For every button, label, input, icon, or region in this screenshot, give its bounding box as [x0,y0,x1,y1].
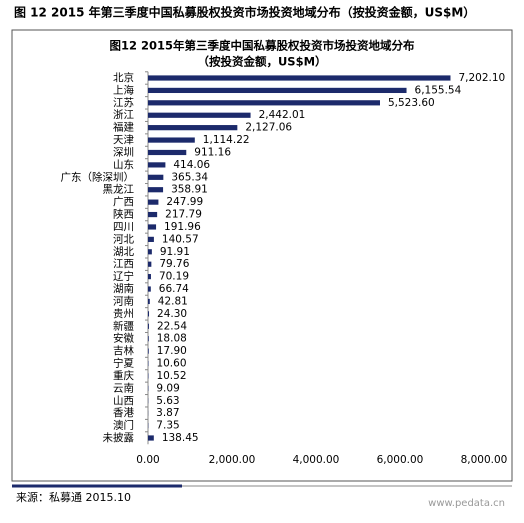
bar [148,262,151,267]
chart-frame [12,30,512,481]
bar [148,113,251,118]
y-tick-label: 辽宁 [113,270,134,283]
value-label: 247.99 [166,196,203,208]
bar [148,212,157,217]
value-label: 5.63 [156,395,179,407]
chart-subtitle: （按投资金额，US$M） [197,55,326,69]
y-tick-label: 云南 [113,381,134,394]
y-tick-label: 未披露 [103,431,135,444]
value-label: 6,155.54 [415,84,462,96]
y-tick-label: 天津 [113,134,134,146]
source-note: 来源：私募通 2015.10 [16,490,131,504]
bar [148,137,195,142]
value-label: 3.87 [156,407,179,419]
bar [148,200,158,205]
bar [148,274,151,279]
value-label: 91.91 [160,246,190,258]
bar [148,75,450,80]
chart-title: 图12 2015年第三季度中国私募股权投资市场投资地域分布 [109,39,415,53]
value-label: 10.52 [156,370,186,382]
y-tick-label: 黑龙江 [103,183,135,196]
value-label: 9.09 [156,382,179,394]
value-label: 17.90 [157,345,187,357]
watermark: www.pedata.cn [428,498,505,509]
y-tick-label: 广西 [113,196,134,208]
y-tick-label: 河南 [113,294,134,307]
bar [148,125,237,130]
value-label: 358.91 [171,184,208,196]
y-tick-label: 北京 [113,71,134,84]
y-tick-label: 湖南 [113,282,134,295]
bar [148,299,150,304]
value-label: 911.16 [194,146,231,158]
y-tick-label: 江西 [113,258,134,270]
value-label: 2,442.01 [259,109,306,121]
value-label: 138.45 [162,432,199,444]
y-tick-label: 贵州 [113,307,134,320]
bar [148,286,151,291]
value-label: 217.79 [165,209,202,221]
x-tick-label: 0.00 [136,454,159,466]
bar [148,100,380,105]
bar [148,324,149,329]
value-label: 24.30 [157,308,187,320]
x-tick-label: 8,000.00 [461,454,508,466]
value-label: 140.57 [162,233,199,245]
y-tick-label: 山西 [113,395,134,407]
y-tick-label: 上海 [113,83,134,96]
value-label: 7.35 [156,420,179,432]
bar [148,237,154,242]
value-label: 66.74 [159,283,189,295]
value-label: 42.81 [158,295,188,307]
bar [148,150,186,155]
bar [148,435,154,440]
y-tick-label: 吉林 [113,344,134,357]
value-label: 191.96 [164,221,201,233]
value-label: 7,202.10 [458,72,505,84]
y-tick-label: 重庆 [113,369,134,382]
bar [148,88,407,93]
y-tick-label: 浙江 [113,109,134,121]
y-tick-label: 深圳 [113,146,134,158]
y-tick-label: 香港 [113,407,134,419]
y-tick-label: 澳门 [113,419,134,432]
value-label: 70.19 [159,271,189,283]
y-tick-label: 福建 [113,121,134,134]
y-tick-label: 宁夏 [113,357,134,370]
y-tick-label: 安徽 [113,332,134,345]
value-label: 10.60 [156,358,186,370]
value-label: 2,127.06 [245,122,292,134]
y-tick-label: 新疆 [113,319,134,332]
y-tick-label: 河北 [113,233,134,245]
bar [148,187,163,192]
y-tick-label: 江苏 [113,96,134,109]
value-label: 5,523.60 [388,97,435,109]
value-label: 79.76 [159,258,189,270]
value-label: 18.08 [157,333,187,345]
value-label: 22.54 [157,320,187,332]
x-tick-label: 6,000.00 [377,454,424,466]
y-tick-label: 陕西 [113,208,134,221]
y-tick-label: 山东 [113,158,134,171]
bar [148,349,149,354]
bar [148,311,149,316]
y-tick-label: 四川 [113,221,134,233]
value-label: 1,114.22 [203,134,250,146]
bar [148,224,156,229]
bar [148,175,163,180]
bar [148,336,149,341]
y-tick-label: 湖北 [113,246,134,258]
x-tick-label: 4,000.00 [293,454,340,466]
x-tick-label: 2,000.00 [209,454,256,466]
value-label: 414.06 [173,159,210,171]
y-tick-label: 广东（除深圳） [61,170,135,183]
value-label: 365.34 [171,171,208,183]
bar [148,162,165,167]
page-title: 图 12 2015 年第三季度中国私募股权投资市场投资地域分布（按投资金额，US… [14,5,475,20]
bar [148,249,152,254]
